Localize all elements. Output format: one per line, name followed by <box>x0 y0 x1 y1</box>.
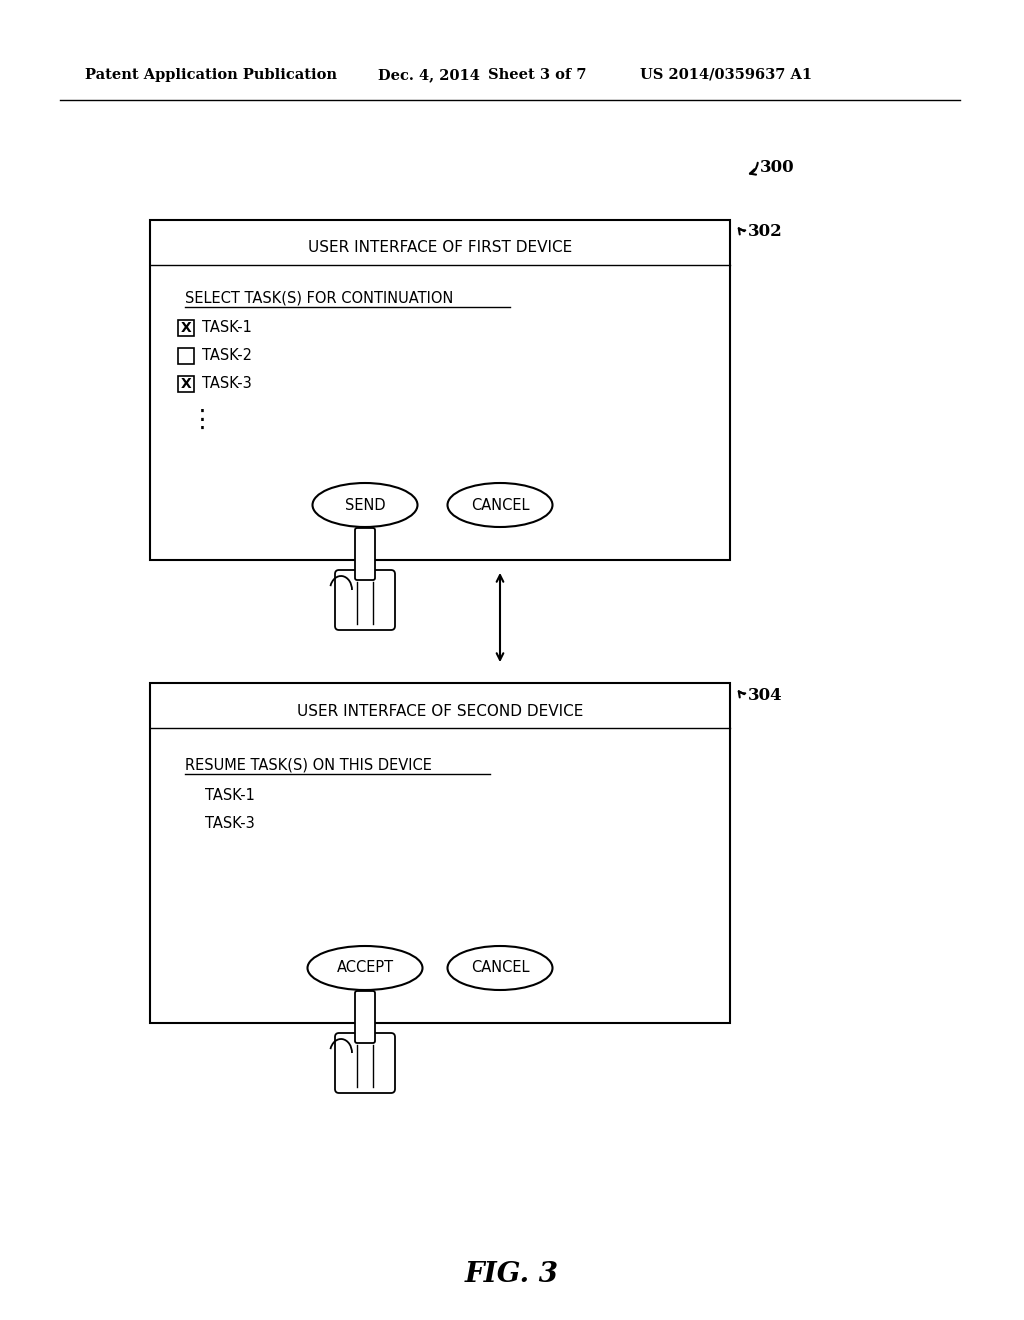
Bar <box>178 376 194 392</box>
Text: ⋮: ⋮ <box>189 408 214 432</box>
Text: CANCEL: CANCEL <box>471 498 529 512</box>
Text: ACCEPT: ACCEPT <box>337 961 393 975</box>
Text: TASK-1: TASK-1 <box>205 788 255 803</box>
Text: US 2014/0359637 A1: US 2014/0359637 A1 <box>640 69 812 82</box>
Text: SELECT TASK(S) FOR CONTINUATION: SELECT TASK(S) FOR CONTINUATION <box>185 290 454 305</box>
Text: SEND: SEND <box>345 498 385 512</box>
Text: 302: 302 <box>748 223 782 240</box>
FancyBboxPatch shape <box>355 528 375 579</box>
Text: FIG. 3: FIG. 3 <box>465 1262 559 1288</box>
Text: X: X <box>180 321 191 335</box>
Text: TASK-3: TASK-3 <box>205 816 255 830</box>
FancyBboxPatch shape <box>355 991 375 1043</box>
Text: RESUME TASK(S) ON THIS DEVICE: RESUME TASK(S) ON THIS DEVICE <box>185 758 432 772</box>
Text: 300: 300 <box>760 160 795 177</box>
Bar <box>150 220 730 560</box>
Text: 304: 304 <box>748 686 782 704</box>
Text: Patent Application Publication: Patent Application Publication <box>85 69 337 82</box>
Text: Dec. 4, 2014: Dec. 4, 2014 <box>378 69 480 82</box>
Text: TASK-1: TASK-1 <box>202 321 252 335</box>
Bar <box>150 682 730 1023</box>
Bar <box>178 348 194 364</box>
Bar <box>178 319 194 337</box>
Text: Sheet 3 of 7: Sheet 3 of 7 <box>488 69 587 82</box>
Ellipse shape <box>447 483 553 527</box>
Ellipse shape <box>447 946 553 990</box>
Text: USER INTERFACE OF FIRST DEVICE: USER INTERFACE OF FIRST DEVICE <box>308 240 572 256</box>
FancyBboxPatch shape <box>335 1034 395 1093</box>
Text: TASK-2: TASK-2 <box>202 348 252 363</box>
Text: X: X <box>180 378 191 391</box>
Ellipse shape <box>312 483 418 527</box>
Text: CANCEL: CANCEL <box>471 961 529 975</box>
Text: TASK-3: TASK-3 <box>202 376 252 392</box>
FancyBboxPatch shape <box>335 570 395 630</box>
Text: USER INTERFACE OF SECOND DEVICE: USER INTERFACE OF SECOND DEVICE <box>297 704 584 718</box>
Ellipse shape <box>307 946 423 990</box>
